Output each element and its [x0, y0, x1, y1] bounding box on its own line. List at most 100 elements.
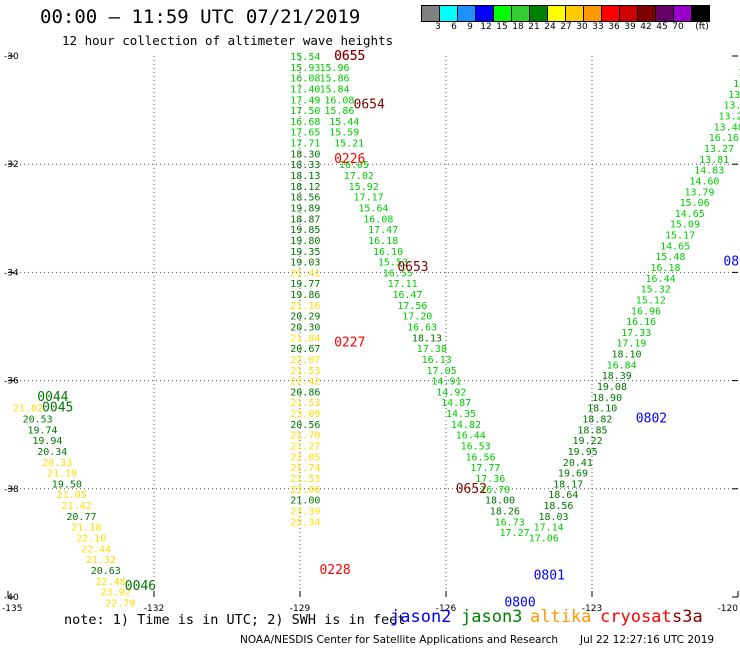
wave-height-label: 18.82: [582, 414, 612, 425]
wave-height-label: 21.00: [290, 496, 320, 507]
credit-text: NOAA/NESDIS Center for Satellite Applica…: [240, 634, 558, 646]
wave-height-label: 17.02: [344, 171, 374, 182]
wave-height-label: 14.60: [689, 176, 719, 187]
wave-height-label: 21.53: [290, 366, 320, 377]
time-label: 0227: [334, 336, 365, 351]
wave-height-label: 22.05: [290, 452, 320, 463]
time-label: 0655: [334, 49, 365, 64]
wave-height-label: 19.77: [290, 279, 320, 290]
wave-height-label: 15.21: [334, 139, 364, 150]
wave-height-label: 20.56: [290, 420, 320, 431]
color-scale-label: 30: [576, 22, 588, 32]
wave-height-label: 14.65: [675, 209, 705, 220]
x-tick-label: -123: [582, 604, 602, 614]
wave-height-label: 14.91: [431, 377, 461, 388]
wave-height-label: 18.13: [412, 333, 442, 344]
timestamp-text: Jul 22 12:27:16 UTC 2019: [580, 634, 715, 646]
wave-height-label: 14.65: [660, 241, 690, 252]
wave-height-label: 19.03: [290, 258, 320, 269]
time-label: 0045: [42, 401, 73, 416]
wave-height-label: 19.86: [290, 290, 320, 301]
wave-height-label: 18.85: [577, 425, 607, 436]
wave-height-label: 23.09: [290, 409, 320, 420]
wave-height-label: 16.53: [461, 442, 491, 453]
time-label: 0226: [334, 152, 365, 167]
color-scale-label: 45: [656, 22, 668, 32]
wave-height-label: 16.84: [607, 360, 637, 371]
wave-height-label: 23.06: [290, 485, 320, 496]
wave-height-label: 18.64: [548, 490, 578, 501]
wave-height-label: 15.86: [319, 74, 349, 85]
color-swatch: [691, 5, 710, 22]
wave-height-label: 15.86: [324, 106, 354, 117]
wave-height-label: 16.96: [631, 306, 661, 317]
wave-height-label: 20.33: [42, 458, 72, 469]
wave-height-label: 22.07: [290, 355, 320, 366]
wave-height-label: 20.86: [290, 387, 320, 398]
wave-height-label: 13.27: [704, 144, 734, 155]
wave-height-label: 18.39: [602, 371, 632, 382]
time-label: 0802: [636, 411, 667, 426]
y-tick-label: -36: [4, 377, 19, 387]
wave-height-label: 18.03: [538, 512, 568, 523]
color-scale-label: 3: [435, 22, 441, 32]
color-scale-label: 36: [608, 22, 620, 32]
wave-height-label: 17.20: [402, 312, 432, 323]
wave-height-label: 15.59: [329, 128, 359, 139]
wave-height-label: 18.90: [592, 393, 622, 404]
wave-height-label: 15.92: [349, 182, 379, 193]
color-scale-label: 27: [560, 22, 572, 32]
wave-height-label: 20.30: [290, 323, 320, 334]
legend-jason3: jason3: [461, 607, 523, 627]
wave-height-label: 15.96: [319, 63, 349, 74]
page-title: 00:00 – 11:59 UTC 07/21/2019: [40, 6, 361, 28]
wave-height-label: 16.56: [465, 452, 495, 463]
wave-height-label: 17.33: [621, 328, 651, 339]
wave-height-label: 20.63: [91, 566, 121, 577]
wave-height-label: 15.54: [290, 52, 320, 63]
wave-height-label: 15.84: [319, 84, 349, 95]
wave-height-label: 16.13: [422, 355, 452, 366]
y-tick-label: -30: [4, 52, 19, 62]
x-tick-label: -120: [718, 604, 739, 614]
wave-height-label: 18.17: [553, 479, 583, 490]
wave-height-label: 21.84: [290, 333, 320, 344]
wave-height-label: 21.41: [290, 268, 320, 279]
wave-height-label: 21.53: [290, 474, 320, 485]
wave-height-label: 22.79: [105, 598, 135, 609]
wave-height-label: 17.27: [500, 528, 530, 539]
wave-height-label: 16.73: [495, 517, 525, 528]
color-scale-label: 9: [467, 22, 473, 32]
wave-height-label: 16.63: [407, 323, 437, 334]
wave-height-label: 20.67: [290, 344, 320, 355]
wave-height-label: 17.50: [290, 106, 320, 117]
footer-note: note: 1) Time is in UTC; 2) SWH is in fe…: [64, 612, 406, 628]
wave-height-label: 19.08: [597, 382, 627, 393]
wave-height-label: 17.56: [397, 301, 427, 312]
y-tick-label: -40: [4, 593, 19, 603]
wave-height-label: 16.08: [324, 95, 354, 106]
wave-height-label: 18.30: [290, 149, 320, 160]
color-scale-label: 12: [480, 22, 492, 32]
wave-height-label: 14.83: [694, 166, 724, 177]
wave-height-label: 22.48: [96, 577, 126, 588]
wave-height-label: 14.82: [451, 420, 481, 431]
wave-height-label: 21.16: [290, 301, 320, 312]
time-label: 0046: [125, 579, 156, 594]
time-label: 0654: [354, 98, 385, 113]
wave-height-label: 16.08: [363, 214, 393, 225]
time-label: 0652: [456, 482, 487, 497]
wave-height-label: 18.10: [611, 350, 641, 361]
color-scale-label: 42: [640, 22, 652, 32]
wave-height-label: 16.47: [392, 290, 422, 301]
y-tick-label: -32: [4, 160, 19, 170]
wave-height-label: 13.93: [728, 90, 740, 101]
color-scale-label: (ft): [695, 22, 709, 32]
color-scale-label: 6: [451, 22, 457, 32]
wave-height-label: 22.44: [81, 544, 111, 555]
x-tick-label: -132: [144, 604, 164, 614]
wave-height-label: 14.35: [446, 409, 476, 420]
wave-height-label: 25.34: [290, 517, 320, 528]
wave-height-label: 21.02: [13, 404, 43, 415]
wave-height-label: 18.87: [290, 214, 320, 225]
